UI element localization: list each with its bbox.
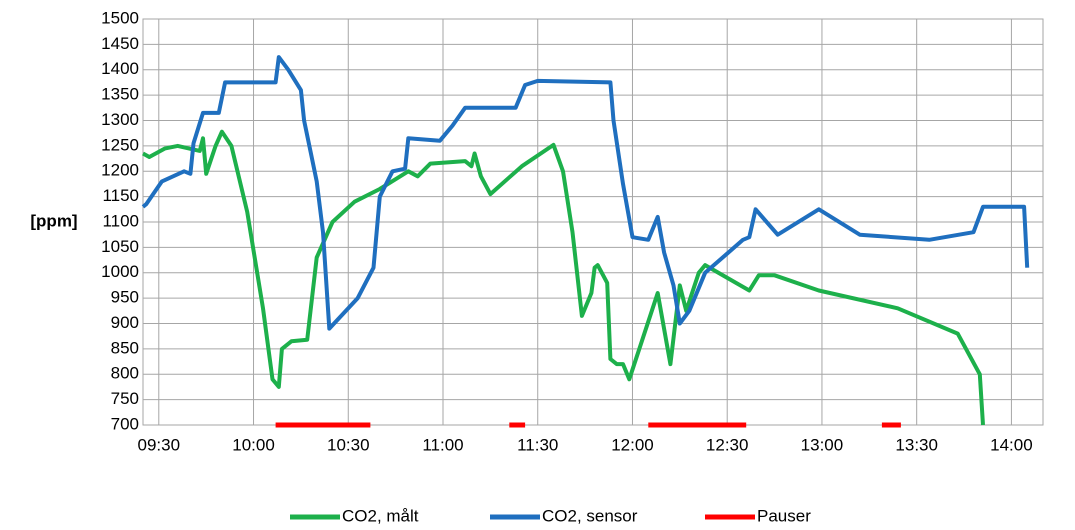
legend-label: CO2, sensor [542, 506, 638, 525]
y-tick-label: 1300 [101, 110, 139, 129]
x-tick-label: 11:30 [517, 435, 558, 454]
series-line [142, 129, 985, 426]
y-tick-label: 900 [111, 313, 139, 332]
y-tick-label: 800 [111, 364, 139, 383]
y-axis-label: [ppm] [30, 211, 77, 230]
y-tick-label: 1250 [101, 135, 139, 154]
y-tick-label: 950 [111, 288, 139, 307]
x-tick-label: 10:00 [232, 435, 275, 454]
y-tick-label: 850 [111, 338, 139, 357]
x-tick-label: 12:30 [706, 435, 749, 454]
x-tick-label: 13:30 [895, 435, 938, 454]
y-tick-label: 700 [111, 414, 139, 433]
y-tick-label: 1350 [101, 85, 139, 104]
y-tick-label: 1000 [101, 262, 139, 281]
y-tick-label: 750 [111, 389, 139, 408]
y-tick-label: 1150 [102, 186, 139, 205]
x-tick-label: 09:30 [138, 435, 181, 454]
x-tick-label: 14:00 [990, 435, 1033, 454]
x-tick-label: 12:00 [611, 435, 654, 454]
y-tick-label: 1050 [101, 237, 139, 256]
x-tick-label: 13:00 [801, 435, 844, 454]
y-tick-label: 1450 [101, 34, 139, 53]
y-tick-label: 1200 [101, 161, 139, 180]
legend-label: CO2, målt [342, 506, 419, 525]
y-tick-label: 1100 [102, 211, 139, 230]
legend-label: Pauser [757, 506, 811, 525]
x-tick-label: 11:00 [422, 435, 463, 454]
x-tick-label: 10:30 [327, 435, 370, 454]
y-tick-label: 1500 [101, 8, 139, 27]
y-tick-label: 1400 [101, 59, 139, 78]
series-line [141, 55, 1030, 331]
